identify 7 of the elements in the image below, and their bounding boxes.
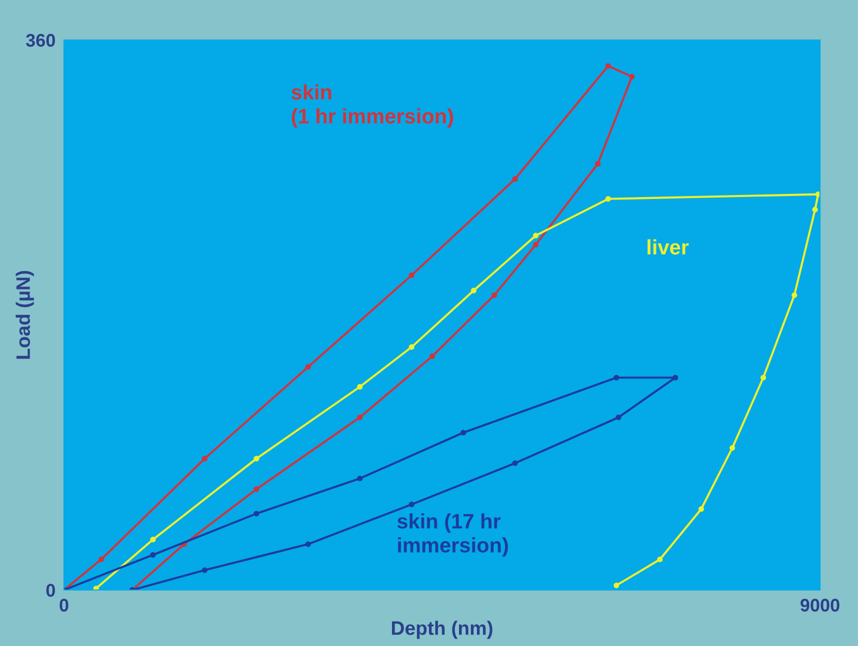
x-axis-title: Depth (nm) <box>392 620 492 639</box>
text: skin (1 hr immersion) <box>292 84 453 128</box>
x-tick-label: 9000 <box>800 598 840 612</box>
y-tick-label: 360 <box>26 34 55 47</box>
y-axis-title: Load (µN) <box>16 270 34 359</box>
series-label: skin (17 hr immersion) <box>397 513 508 557</box>
series-label: liver <box>648 239 689 255</box>
